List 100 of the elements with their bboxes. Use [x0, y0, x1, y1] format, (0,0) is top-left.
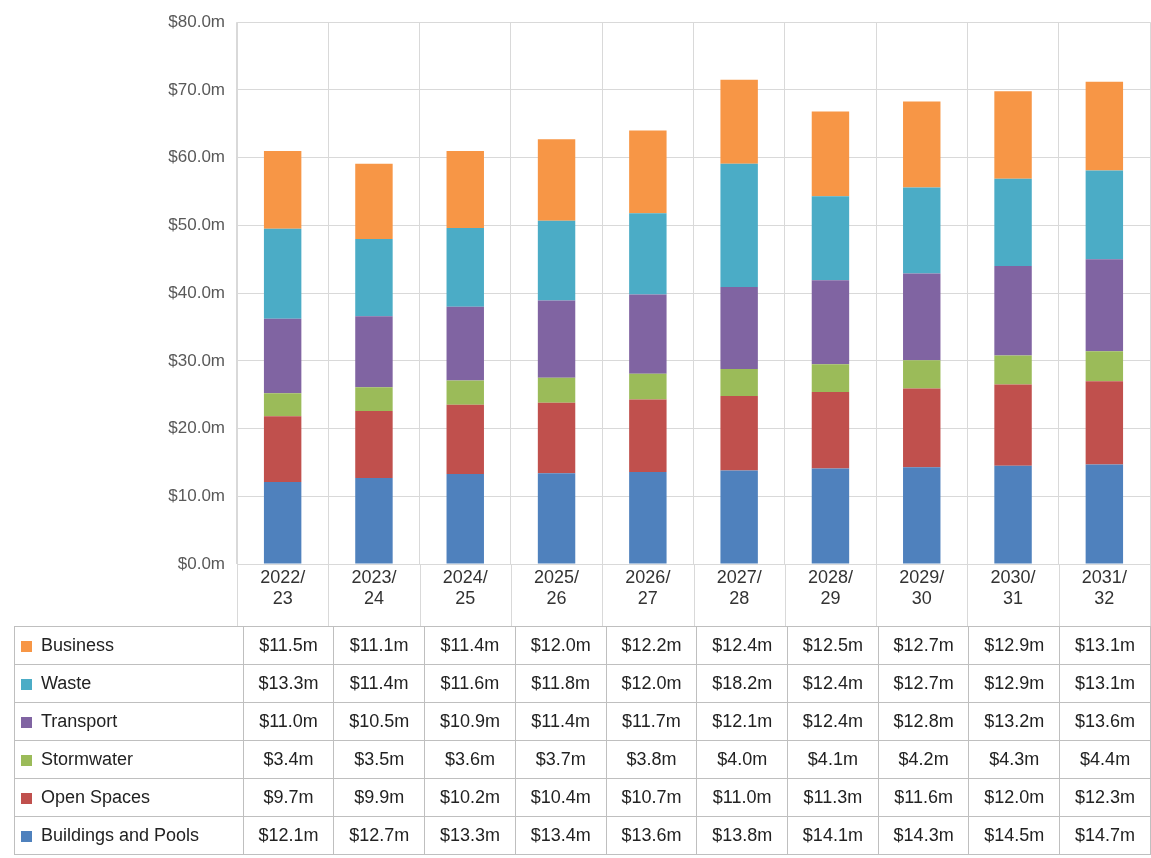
bar: [903, 273, 941, 361]
data-label: $12.9m: [968, 626, 1060, 665]
bar: [720, 470, 758, 564]
data-label: $3.8m: [606, 740, 697, 779]
data-label: $12.8m: [878, 702, 969, 741]
bar: [355, 163, 393, 239]
data-label: $13.1m: [1059, 664, 1151, 703]
legend-label: Buildings and Pools: [14, 816, 244, 855]
data-label: $10.9m: [424, 702, 516, 741]
x-tick-label: 2022/23: [260, 566, 306, 609]
bar: [629, 471, 667, 564]
bar: [1085, 81, 1124, 171]
data-label: $12.0m: [968, 778, 1060, 817]
bar: [446, 306, 484, 381]
data-label: $11.1m: [333, 626, 425, 665]
bar: [720, 163, 758, 288]
bar: [537, 300, 576, 378]
data-label: $12.1m: [243, 816, 334, 855]
data-label: $4.3m: [968, 740, 1060, 779]
x-tick-label: 2030/31: [990, 566, 1036, 609]
data-label: $12.4m: [787, 702, 879, 741]
data-label: $13.8m: [696, 816, 788, 855]
data-label: $10.7m: [606, 778, 697, 817]
bar: [903, 467, 941, 564]
bar: [263, 150, 302, 229]
y-tick-label: $80.0m: [168, 11, 225, 31]
bar: [811, 468, 850, 564]
data-label: $11.0m: [243, 702, 334, 741]
bar: [994, 384, 1032, 466]
bar: [537, 473, 576, 564]
bar: [811, 364, 850, 392]
legend-label: Stormwater: [14, 740, 244, 779]
bar: [355, 316, 393, 388]
data-label: $12.3m: [1059, 778, 1151, 817]
bar: [1085, 170, 1124, 260]
data-label: $13.6m: [1059, 702, 1151, 741]
data-label: $12.7m: [878, 664, 969, 703]
bar: [446, 228, 484, 307]
data-label: $4.1m: [787, 740, 879, 779]
bar: [263, 228, 302, 319]
x-tick-label: 2025/26: [534, 566, 580, 609]
data-label: $12.0m: [515, 626, 607, 665]
bar: [355, 477, 393, 564]
bar: [263, 393, 302, 417]
data-label: $13.2m: [968, 702, 1060, 741]
bar: [1085, 381, 1124, 465]
data-label: $11.5m: [243, 626, 334, 665]
data-label: $11.8m: [515, 664, 607, 703]
bar: [720, 368, 758, 397]
bar: [629, 294, 667, 374]
x-tick-label: 2027/28: [716, 566, 762, 609]
y-tick-label: $30.0m: [168, 350, 225, 370]
data-label: $4.2m: [878, 740, 969, 779]
bar: [994, 266, 1032, 356]
data-label: $11.4m: [424, 626, 516, 665]
data-label: $12.9m: [968, 664, 1060, 703]
bar: [446, 150, 484, 229]
x-tick-label: 2028/29: [807, 566, 853, 609]
y-tick-label: $0.0m: [177, 553, 225, 573]
data-label: $12.4m: [787, 664, 879, 703]
bar: [994, 355, 1032, 385]
bar: [446, 380, 484, 405]
bar: [263, 416, 302, 483]
bar: [903, 388, 941, 468]
data-label: $11.4m: [333, 664, 425, 703]
legend-label: Open Spaces: [14, 778, 244, 817]
data-label: $13.6m: [606, 816, 697, 855]
y-tick-label: $10.0m: [168, 485, 225, 505]
bar: [994, 465, 1032, 564]
data-label: $13.3m: [424, 816, 516, 855]
data-label: $11.6m: [878, 778, 969, 817]
bar: [355, 410, 393, 478]
data-label: $11.6m: [424, 664, 516, 703]
data-label: $4.0m: [696, 740, 788, 779]
data-label: $11.0m: [696, 778, 788, 817]
data-label: $11.7m: [606, 702, 697, 741]
data-label: $11.4m: [515, 702, 607, 741]
bar: [1085, 464, 1124, 564]
data-label: $14.1m: [787, 816, 879, 855]
data-label: $13.1m: [1059, 626, 1151, 665]
bar: [903, 360, 941, 389]
bar: [720, 79, 758, 164]
y-tick-label: $40.0m: [168, 282, 225, 302]
bar: [811, 111, 850, 197]
data-label: $3.4m: [243, 740, 334, 779]
bar: [903, 187, 941, 274]
bar: [629, 399, 667, 472]
bar: [720, 396, 758, 471]
bar: [811, 280, 850, 365]
bar: [263, 482, 302, 564]
data-label: $4.4m: [1059, 740, 1151, 779]
bar: [263, 318, 302, 394]
bar: [629, 373, 667, 400]
bar: [994, 178, 1032, 267]
y-tick-label: $50.0m: [168, 215, 225, 235]
data-label: $10.4m: [515, 778, 607, 817]
data-label: $9.7m: [243, 778, 334, 817]
data-label: $12.7m: [333, 816, 425, 855]
bar: [629, 130, 667, 214]
x-tick-label: 2029/30: [899, 566, 945, 609]
